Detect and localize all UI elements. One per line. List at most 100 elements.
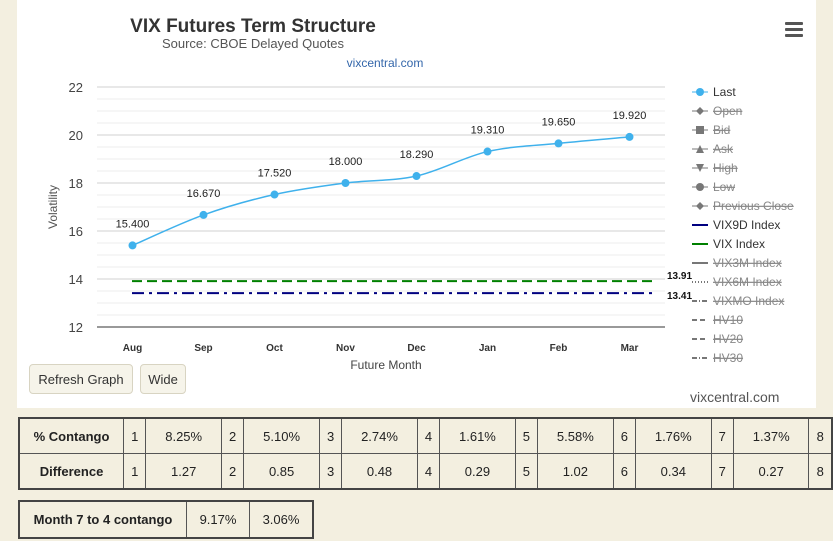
legend-item[interactable]: VIX9D Index <box>692 218 780 232</box>
table-cell: 0.85 <box>243 453 320 490</box>
y-tick-label: 12 <box>69 320 83 335</box>
table-cell: 2 <box>220 417 245 454</box>
data-label: 18.000 <box>329 156 363 168</box>
data-point <box>483 147 492 156</box>
table-cell: 0.29 <box>439 453 516 490</box>
y-tick-label: 18 <box>69 176 83 191</box>
refresh-graph-button[interactable]: Refresh Graph <box>29 364 133 394</box>
x-tick-label: Feb <box>550 343 568 354</box>
legend-label: VIX9D Index <box>713 218 780 232</box>
table-cell: 7 <box>710 417 734 454</box>
table-cell: 6 <box>612 417 637 454</box>
legend-label: HV30 <box>713 351 743 365</box>
y-axis-title: Volatility <box>46 185 60 229</box>
data-point <box>412 172 421 181</box>
legend-label: VIX6M Index <box>713 275 782 289</box>
legend-label: VIX3M Index <box>713 256 782 270</box>
table-cell: 2 <box>220 453 245 490</box>
legend-item[interactable]: Bid <box>692 123 730 137</box>
legend-item[interactable]: Last <box>692 85 736 99</box>
legend-marker <box>696 164 704 172</box>
watermark: vixcentral.com <box>690 389 780 405</box>
legend[interactable]: Last Open Bid Ask High Low Previous Close VIX9D… <box>692 85 794 365</box>
data-label: 15.400 <box>116 218 150 230</box>
legend-label: Bid <box>713 123 730 137</box>
data-point <box>128 241 137 250</box>
x-tick-label: Jan <box>479 343 496 354</box>
legend-label: HV20 <box>713 332 743 346</box>
y-tick-label: 14 <box>69 272 83 287</box>
series-layer: 15.400 16.670 17.520 18.000 18.290 19.310 19.6… <box>116 110 693 302</box>
legend-marker <box>696 145 704 153</box>
data-point <box>554 139 563 148</box>
legend-item[interactable]: Previous Close <box>692 199 794 213</box>
legend-label: Open <box>713 104 742 118</box>
data-label: 17.520 <box>258 168 292 180</box>
x-tick-label: Mar <box>621 343 639 354</box>
legend-label: VIXMO Index <box>713 294 784 308</box>
table-cell: 1 <box>123 417 147 454</box>
table-cell: 8 <box>808 417 833 454</box>
data-point <box>625 132 634 141</box>
legend-label: Low <box>713 180 735 194</box>
table-cell: 4 <box>416 453 441 490</box>
table-cell: 8 <box>808 453 833 490</box>
table-cell: 6 <box>612 453 637 490</box>
legend-item[interactable]: High <box>692 161 738 175</box>
table-cell: 0.27 <box>732 453 810 490</box>
table-row: % Contango 1 8.25% 2 5.10% 3 2.74% 4 1.6… <box>18 417 833 454</box>
table-cell: 5.10% <box>243 417 320 454</box>
table-cell: 5 <box>514 453 539 490</box>
legend-item[interactable]: HV20 <box>692 332 743 346</box>
chart-svg: VIX Futures Term Structure Source: CBOE … <box>46 16 794 372</box>
legend-item[interactable]: VIX6M Index <box>692 275 782 289</box>
data-point <box>270 190 279 199</box>
legend-label: HV10 <box>713 313 743 327</box>
row-label: Month 7 to 4 contango <box>18 500 187 539</box>
row-label: Difference <box>18 453 125 490</box>
data-label: 16.670 <box>187 188 221 200</box>
table-cell: 2.74% <box>341 417 418 454</box>
legend-marker <box>696 126 704 134</box>
series-line <box>132 136 630 247</box>
table-cell: 9.17% <box>186 500 250 539</box>
data-point <box>341 179 350 187</box>
table-cell: 3.06% <box>249 500 314 539</box>
table-cell: 1.02 <box>537 453 614 490</box>
constant-line-label: 13.41 <box>667 291 692 302</box>
wide-button[interactable]: Wide <box>140 364 186 394</box>
y-tick-label: 16 <box>69 224 83 239</box>
x-tick-label: Sep <box>194 343 212 354</box>
chart-panel: VIX Futures Term Structure Source: CBOE … <box>17 0 816 408</box>
legend-item[interactable]: VIX3M Index <box>692 256 782 270</box>
legend-item[interactable]: VIXMO Index <box>692 294 784 308</box>
table-cell: 4 <box>416 417 441 454</box>
table-cell: 8.25% <box>145 417 222 454</box>
legend-item[interactable]: VIX Index <box>692 237 765 251</box>
legend-label: Previous Close <box>713 199 794 213</box>
table-cell: 5.58% <box>537 417 614 454</box>
table-cell: 3 <box>318 453 343 490</box>
table-row: Month 7 to 4 contango 9.17% 3.06% <box>18 500 314 539</box>
x-tick-label: Nov <box>336 343 355 354</box>
x-axis: Aug Sep Oct Nov Dec Jan Feb Mar <box>123 343 639 354</box>
table-cell: 1.76% <box>635 417 712 454</box>
constant-line-label: 13.91 <box>667 271 692 282</box>
y-tick-label: 20 <box>69 128 83 143</box>
y-tick-label: 22 <box>69 80 83 95</box>
legend-item[interactable]: Ask <box>692 142 734 156</box>
legend-item[interactable]: HV10 <box>692 313 743 327</box>
source-link[interactable]: vixcentral.com <box>347 56 424 70</box>
legend-marker <box>696 202 704 210</box>
data-label: 18.290 <box>400 149 434 161</box>
legend-label: VIX Index <box>713 237 765 251</box>
table-cell: 0.48 <box>341 453 418 490</box>
legend-item[interactable]: Open <box>692 104 742 118</box>
legend-item[interactable]: HV30 <box>692 351 743 365</box>
row-label: % Contango <box>18 417 125 454</box>
legend-item[interactable]: Low <box>692 180 735 194</box>
table-cell: 7 <box>710 453 734 490</box>
legend-marker <box>696 88 704 96</box>
hamburger-menu-icon[interactable] <box>785 22 803 38</box>
table-cell: 0.34 <box>635 453 712 490</box>
